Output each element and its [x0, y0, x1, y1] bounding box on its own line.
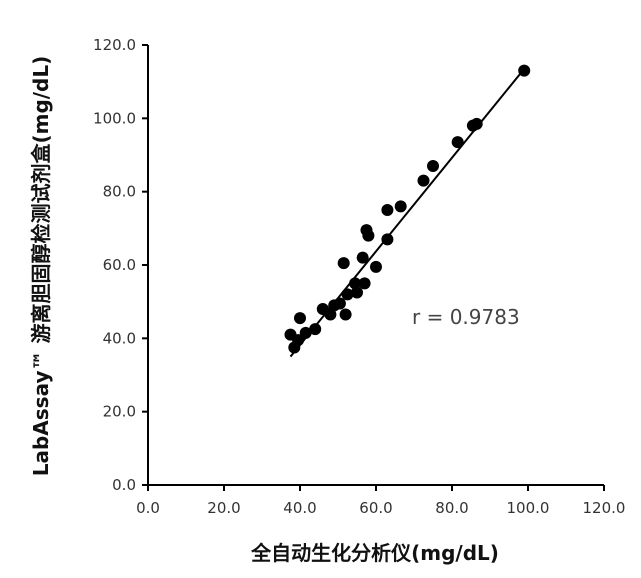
correlation-annotation: r = 0.9783: [412, 305, 520, 329]
data-point: [337, 257, 350, 270]
data-point: [349, 277, 362, 290]
x-tick-label: 120.0: [583, 499, 626, 517]
data-point: [333, 297, 346, 310]
data-point: [451, 136, 464, 149]
y-tick-label: 40.0: [103, 329, 136, 347]
data-point: [427, 160, 439, 172]
data-point: [356, 251, 369, 264]
x-tick-label: 20.0: [207, 499, 240, 517]
data-point: [417, 174, 430, 187]
y-tick-label: 120.0: [93, 36, 136, 54]
data-point: [294, 312, 306, 325]
data-point: [370, 260, 382, 273]
data-point: [518, 64, 531, 77]
axes: 0.0 20.0 40.0 60.0 80.0 100.0 120.0 0.0 20.0 40.0…: [93, 36, 625, 517]
data-points: [284, 64, 531, 354]
x-tick-label: 60.0: [359, 499, 392, 517]
data-point: [339, 308, 352, 321]
data-point: [351, 286, 363, 299]
data-point: [309, 323, 322, 336]
data-point: [341, 288, 354, 301]
x-tick-label: 100.0: [507, 499, 550, 517]
data-point: [358, 277, 371, 290]
x-tick-label: 40.0: [283, 499, 316, 517]
y-tick-label: 20.0: [103, 403, 136, 421]
y-tick-label: 100.0: [93, 109, 136, 127]
x-tick-label: 80.0: [435, 499, 468, 517]
x-tick-label: 0.0: [136, 499, 160, 517]
data-point: [381, 233, 394, 246]
y-tick-label: 0.0: [112, 476, 136, 494]
x-axis-title: 全自动生化分析仪(mg/dL): [250, 541, 499, 565]
y-tick-label: 80.0: [103, 183, 136, 201]
data-point: [362, 229, 375, 242]
data-point: [292, 334, 305, 347]
data-point: [299, 326, 312, 339]
data-point: [470, 117, 483, 130]
data-point: [394, 200, 407, 213]
y-tick-label: 60.0: [103, 256, 136, 274]
data-point: [324, 308, 337, 321]
data-point: [381, 204, 394, 216]
y-axis-title: LabAssay™ 游离胆固醇检测试剂盒(mg/dL): [29, 56, 53, 477]
